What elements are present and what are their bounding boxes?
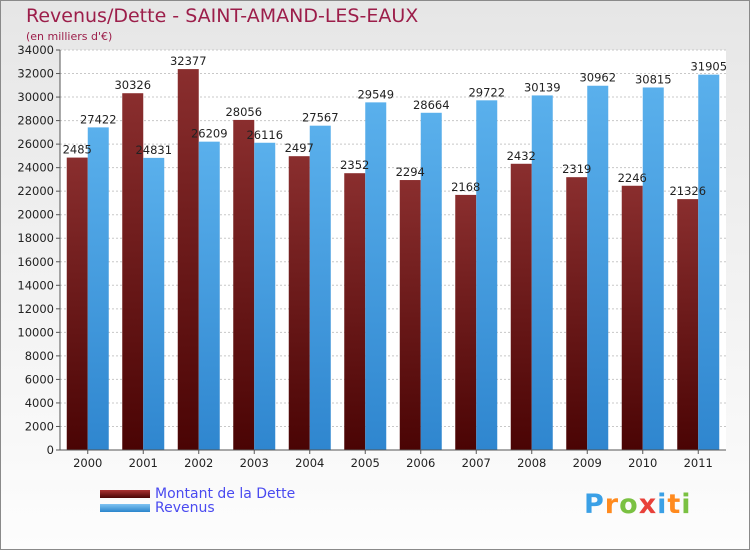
data-label-dette: 2497 (285, 141, 314, 155)
data-label-revenus: 27567 (302, 111, 339, 125)
y-tick-label: 30000 (17, 90, 54, 104)
bar-revenus (476, 100, 498, 451)
data-label-dette: 2352 (340, 158, 369, 172)
data-label-dette: 30326 (114, 78, 151, 92)
bar-dette (288, 156, 310, 450)
bar-dette (510, 163, 532, 450)
data-label-revenus: 26209 (191, 127, 228, 141)
data-label-dette: 2246 (618, 171, 647, 185)
x-tick-label: 2005 (351, 456, 380, 470)
x-tick-label: 2010 (628, 456, 657, 470)
x-tick-label: 2001 (129, 456, 158, 470)
data-label-revenus: 26116 (246, 128, 283, 142)
bar-dette (621, 185, 643, 451)
bar-dette (66, 157, 88, 450)
data-label-revenus: 27422 (80, 112, 117, 126)
bar-revenus (587, 85, 609, 450)
logo-letter: t (667, 489, 682, 520)
x-tick-label: 2002 (184, 456, 213, 470)
x-tick-label: 2008 (517, 456, 546, 470)
bar-revenus (420, 112, 442, 450)
x-tick-label: 2007 (462, 456, 491, 470)
bar-revenus (309, 125, 331, 451)
data-label-dette: 21326 (669, 184, 706, 198)
legend-item-revenus: Revenus (100, 500, 215, 516)
bar-revenus (698, 74, 720, 450)
data-label-dette: 2432 (507, 149, 536, 163)
y-tick-label: 8000 (25, 349, 54, 363)
bar-dette (177, 69, 199, 450)
bar-dette (399, 180, 421, 450)
data-label-dette: 2294 (396, 165, 425, 179)
y-tick-label: 12000 (17, 302, 54, 316)
logo-letter: x (638, 489, 658, 520)
data-label-revenus: 30962 (579, 71, 616, 85)
bar-dette (566, 177, 588, 451)
bar-revenus (254, 142, 276, 451)
data-label-revenus: 31905 (690, 60, 727, 74)
y-tick-label: 16000 (17, 255, 54, 269)
data-label-dette: 32377 (170, 54, 207, 68)
x-tick-label: 2009 (573, 456, 602, 470)
legend-item-dette: Montant de la Dette (100, 486, 296, 502)
y-tick-label: 2000 (25, 419, 54, 433)
bar-revenus (143, 157, 165, 450)
x-tick-label: 2004 (295, 456, 324, 470)
y-tick-label: 6000 (25, 372, 54, 386)
y-tick-label: 24000 (17, 161, 54, 175)
data-label-revenus: 24831 (135, 143, 172, 157)
legend-swatch-dette (100, 490, 150, 498)
logo-letter: P (584, 489, 605, 520)
data-label-dette: 28056 (225, 105, 262, 119)
y-tick-label: 0 (47, 443, 54, 457)
data-label-dette: 2168 (451, 180, 480, 194)
bar-dette (233, 119, 255, 450)
y-tick-label: 28000 (17, 114, 54, 128)
y-tick-label: 22000 (17, 184, 54, 198)
plot-area (60, 50, 726, 450)
y-tick-label: 26000 (17, 137, 54, 151)
x-tick-label: 2011 (684, 456, 713, 470)
bar-dette (455, 194, 477, 450)
bar-revenus (198, 141, 220, 451)
data-label-revenus: 29722 (468, 85, 505, 99)
proxiti-logo: Proxiti (584, 489, 692, 520)
legend-swatch-revenus (100, 504, 150, 512)
bar-revenus (531, 95, 553, 451)
y-tick-label: 20000 (17, 208, 54, 222)
logo-letter: i (657, 489, 668, 520)
legend-label-revenus: Revenus (155, 500, 215, 516)
data-label-revenus: 28664 (413, 98, 450, 112)
bar-dette (122, 93, 144, 451)
logo-letter: o (619, 489, 639, 520)
y-tick-label: 32000 (17, 67, 54, 81)
data-label-revenus: 30815 (635, 72, 672, 86)
data-label-dette: 2319 (562, 162, 591, 176)
data-label-revenus: 30139 (524, 80, 561, 94)
y-tick-label: 10000 (17, 325, 54, 339)
legend-label-dette: Montant de la Dette (155, 486, 296, 502)
y-tick-label: 14000 (17, 278, 54, 292)
x-tick-label: 2000 (73, 456, 102, 470)
data-label-revenus: 29549 (357, 87, 394, 101)
x-tick-label: 2006 (406, 456, 435, 470)
bar-dette (677, 199, 699, 450)
bar-dette (344, 173, 366, 450)
y-tick-label: 34000 (17, 43, 54, 57)
chart-subtitle: (en milliers d'€) (26, 30, 113, 43)
x-tick-label: 2003 (240, 456, 269, 470)
bar-revenus (365, 102, 387, 450)
y-tick-label: 18000 (17, 231, 54, 245)
y-tick-label: 4000 (25, 396, 54, 410)
logo-letter: i (681, 489, 692, 520)
data-label-dette: 2485 (63, 143, 92, 157)
logo-letter: r (604, 489, 620, 520)
bar-revenus (642, 87, 664, 451)
chart-title: Revenus/Dette - SAINT-AMAND-LES-EAUX (26, 5, 419, 27)
bar-revenus (87, 127, 109, 450)
